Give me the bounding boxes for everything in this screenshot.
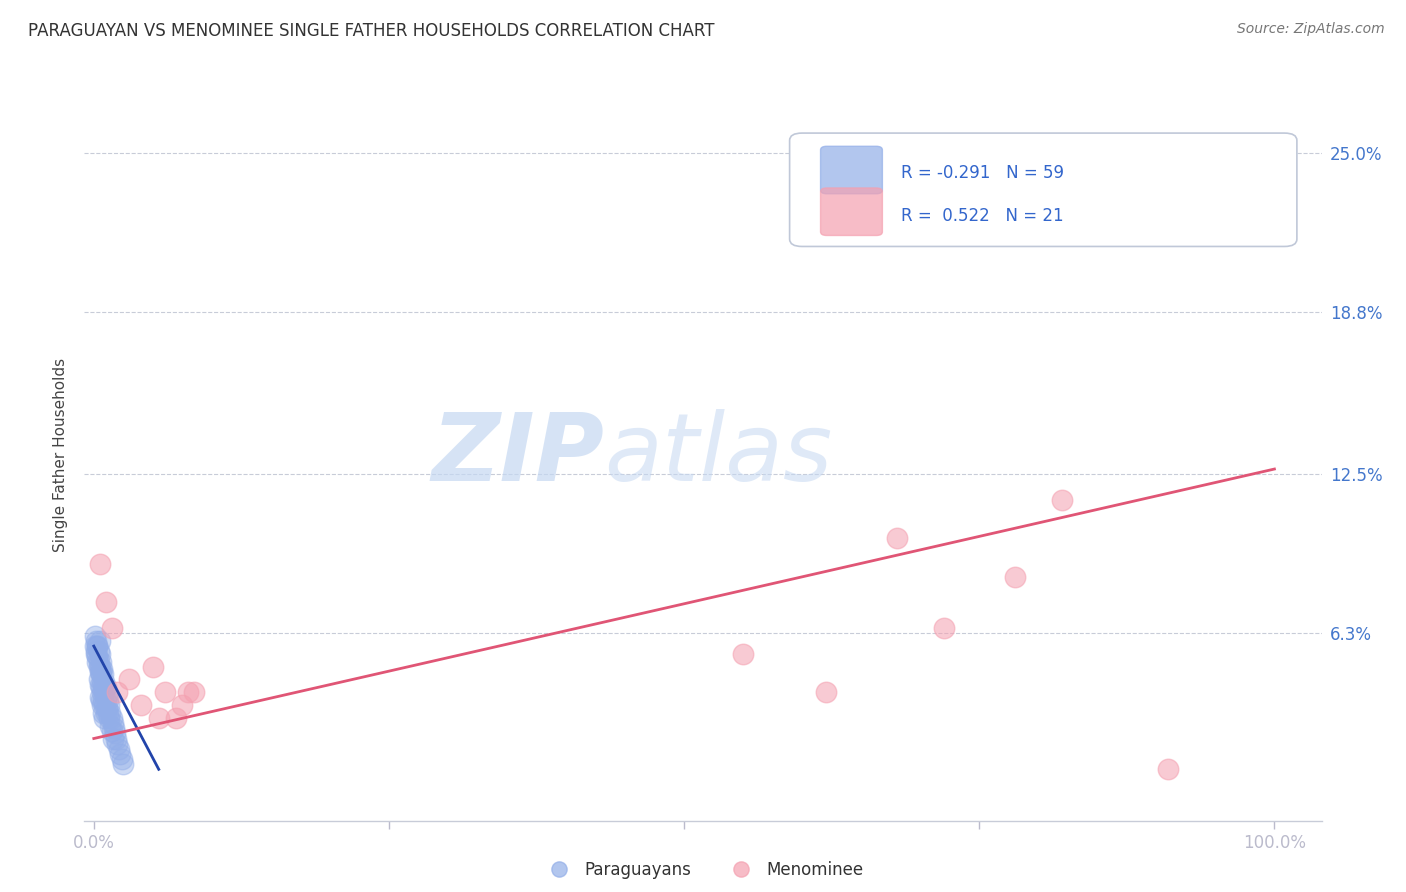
Point [87,644,110,658]
Point [84,629,107,643]
Point [1050,492,1073,507]
Point [90,667,112,681]
Point [90,655,112,669]
Point [91,680,114,694]
Point [96,688,118,702]
Point [183,685,205,699]
Point [86,639,108,653]
Point [886,532,908,546]
Point [91,675,114,690]
Point [107,737,129,751]
Point [87,655,110,669]
Text: Source: ZipAtlas.com: Source: ZipAtlas.com [1237,22,1385,37]
Point [84,644,107,658]
Point [91,685,114,699]
Point [86,649,108,664]
Point [87,673,110,687]
Point [84,647,107,661]
Point [96,700,118,714]
Point [104,726,127,740]
Point [142,659,165,673]
Point [89,557,111,571]
Point [97,706,120,720]
Point [89,690,111,705]
Point [93,698,115,713]
Point [91,667,114,681]
Point [89,634,111,648]
Point [94,680,117,694]
Point [91,693,114,707]
Point [90,680,112,694]
Text: R =  0.522   N = 21: R = 0.522 N = 21 [901,207,1063,225]
Point [86,655,108,669]
Point [98,698,121,713]
Point [118,673,141,687]
Point [98,719,121,733]
Point [1004,570,1026,584]
Point [93,711,115,725]
Point [100,723,122,738]
Text: PARAGUAYAN VS MENOMINEE SINGLE FATHER HOUSEHOLDS CORRELATION CHART: PARAGUAYAN VS MENOMINEE SINGLE FATHER HO… [28,22,714,40]
Point [84,639,107,653]
Point [100,711,122,725]
Point [1098,223,1121,237]
Point [107,741,129,756]
Point [172,698,194,713]
Point [93,675,115,690]
Point [98,711,121,725]
Point [90,665,112,679]
Point [814,685,837,699]
Point [107,685,129,699]
Point [108,747,131,761]
Text: ZIP: ZIP [432,409,605,501]
Point [94,693,117,707]
FancyBboxPatch shape [790,133,1296,246]
Point [91,662,114,676]
Y-axis label: Single Father Households: Single Father Households [53,358,69,552]
Point [100,621,122,635]
Point [94,706,117,720]
FancyBboxPatch shape [821,188,883,235]
Point [89,647,111,661]
Text: atlas: atlas [605,409,832,500]
Point [87,659,110,673]
Point [148,711,170,725]
Point [90,693,112,707]
Point [112,757,135,772]
Point [98,706,121,720]
Point [89,678,111,692]
Point [177,685,200,699]
Point [91,706,114,720]
Point [89,659,111,673]
Point [733,647,755,661]
Point [101,731,124,746]
Point [129,698,152,713]
Point [153,685,176,699]
Point [932,621,955,635]
Point [89,665,111,679]
Text: R = -0.291   N = 59: R = -0.291 N = 59 [901,164,1064,182]
Point [103,721,125,735]
FancyBboxPatch shape [821,146,883,194]
Legend: Paraguayans, Menominee: Paraguayans, Menominee [536,855,870,886]
Point [165,711,187,725]
Point [97,693,120,707]
Point [84,634,107,648]
Point [91,698,114,713]
Point [94,595,117,609]
Point [1157,762,1180,776]
Point [101,716,124,731]
Point [105,731,128,746]
Point [86,639,108,653]
Point [93,685,115,699]
Point [111,752,134,766]
